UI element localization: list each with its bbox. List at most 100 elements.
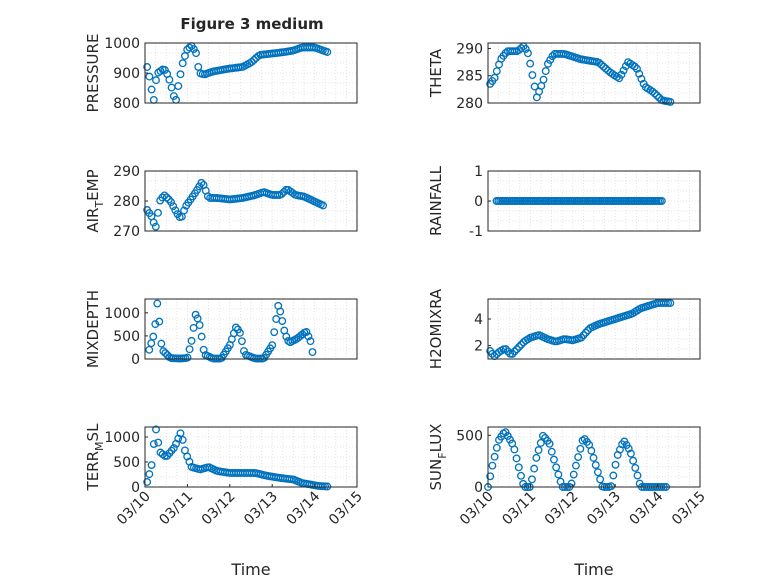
data-point xyxy=(145,72,154,81)
data-point xyxy=(512,454,521,463)
data-point xyxy=(541,67,550,76)
data-point xyxy=(147,85,156,94)
data-point xyxy=(273,191,282,199)
data-point xyxy=(571,461,580,470)
y-tick-label: 800 xyxy=(113,96,140,112)
x-tick-label: 03/11 xyxy=(156,489,196,529)
axes-box xyxy=(144,426,358,488)
data-point xyxy=(143,63,152,71)
data-point xyxy=(528,71,537,80)
y-tick-label: 1 xyxy=(474,164,483,180)
data-point xyxy=(510,47,519,56)
data-point xyxy=(276,307,285,316)
data-point xyxy=(528,475,536,484)
data-point xyxy=(277,189,286,198)
data-point xyxy=(492,67,501,76)
data-point xyxy=(593,468,602,477)
y-axis-label: TERRMSL xyxy=(84,423,106,492)
data-point xyxy=(323,48,332,56)
data-point xyxy=(145,470,154,479)
data-point xyxy=(174,82,183,91)
axes-box xyxy=(144,298,358,360)
data-point xyxy=(657,197,666,205)
data-point xyxy=(160,191,169,200)
data-point xyxy=(666,97,675,106)
data-point xyxy=(630,62,639,71)
data-point xyxy=(624,444,633,453)
data-point xyxy=(152,76,160,85)
y-tick-label: 4 xyxy=(474,312,483,328)
data-point xyxy=(609,471,618,480)
x-tick-label: 03/12 xyxy=(542,489,582,529)
data-point xyxy=(149,440,158,448)
data-point xyxy=(308,348,317,357)
data-point xyxy=(501,345,510,354)
data-point xyxy=(282,332,291,341)
data-point xyxy=(591,461,600,469)
y-axis-label: AIRTEMP xyxy=(84,169,106,232)
data-point xyxy=(569,470,578,479)
x-axis-label-right: Time xyxy=(573,560,613,579)
data-point xyxy=(151,320,160,329)
data-point xyxy=(240,347,248,356)
subplot-4: -1 0 1 RAINFALL xyxy=(427,164,701,240)
y-tick-label: 280 xyxy=(456,96,483,112)
data-point xyxy=(576,444,585,453)
data-point xyxy=(488,461,497,470)
data-point xyxy=(532,453,541,462)
data-point xyxy=(189,45,198,54)
y-tick-label: 1000 xyxy=(104,430,140,446)
data-point xyxy=(554,470,563,479)
data-point xyxy=(247,57,256,66)
data-point xyxy=(154,208,162,217)
data-point xyxy=(178,435,187,444)
data-point xyxy=(154,438,163,447)
data-point xyxy=(611,460,620,469)
data-point xyxy=(278,317,287,325)
axes-box xyxy=(487,42,701,104)
data-point xyxy=(512,345,521,354)
data-point xyxy=(619,66,628,75)
data-point xyxy=(534,446,543,455)
data-point xyxy=(197,332,206,341)
x-tick-label: 03/12 xyxy=(199,489,239,529)
subplot-3: 270 280 290 AIRTEMP xyxy=(84,164,358,240)
y-tick-label: 500 xyxy=(113,455,140,471)
data-point xyxy=(176,70,185,79)
data-point xyxy=(160,66,169,74)
data-point xyxy=(176,429,185,438)
data-point xyxy=(169,444,178,452)
data-point xyxy=(490,73,499,82)
y-tick-label: 0 xyxy=(131,480,140,496)
x-tick-label: 03/14 xyxy=(284,488,324,528)
data-point xyxy=(514,463,523,472)
data-point xyxy=(653,91,661,100)
y-tick-label: 0 xyxy=(131,352,140,368)
data-point xyxy=(633,471,642,480)
data-point xyxy=(597,60,606,69)
data-point xyxy=(235,328,244,337)
x-tick-label: 03/15 xyxy=(326,489,366,529)
data-point xyxy=(187,336,196,345)
data-point xyxy=(510,347,519,356)
data-point xyxy=(517,44,526,53)
data-point xyxy=(152,425,160,434)
data-point xyxy=(191,310,200,319)
data-point xyxy=(169,202,178,211)
y-axis-label: RAINFALL xyxy=(427,165,445,236)
data-point xyxy=(183,353,192,362)
data-point xyxy=(650,89,659,98)
data-point xyxy=(159,347,168,356)
data-point xyxy=(249,55,258,64)
y-axis-label: MIXDEPTH xyxy=(84,290,102,368)
data-point xyxy=(151,222,160,231)
subplot-2: 280 285 290 THETA xyxy=(427,41,701,112)
y-tick-label: 2 xyxy=(474,339,483,355)
data-point xyxy=(149,218,158,227)
data-point xyxy=(523,49,532,58)
y-axis-label: THETA xyxy=(427,48,445,98)
data-point xyxy=(595,58,604,67)
